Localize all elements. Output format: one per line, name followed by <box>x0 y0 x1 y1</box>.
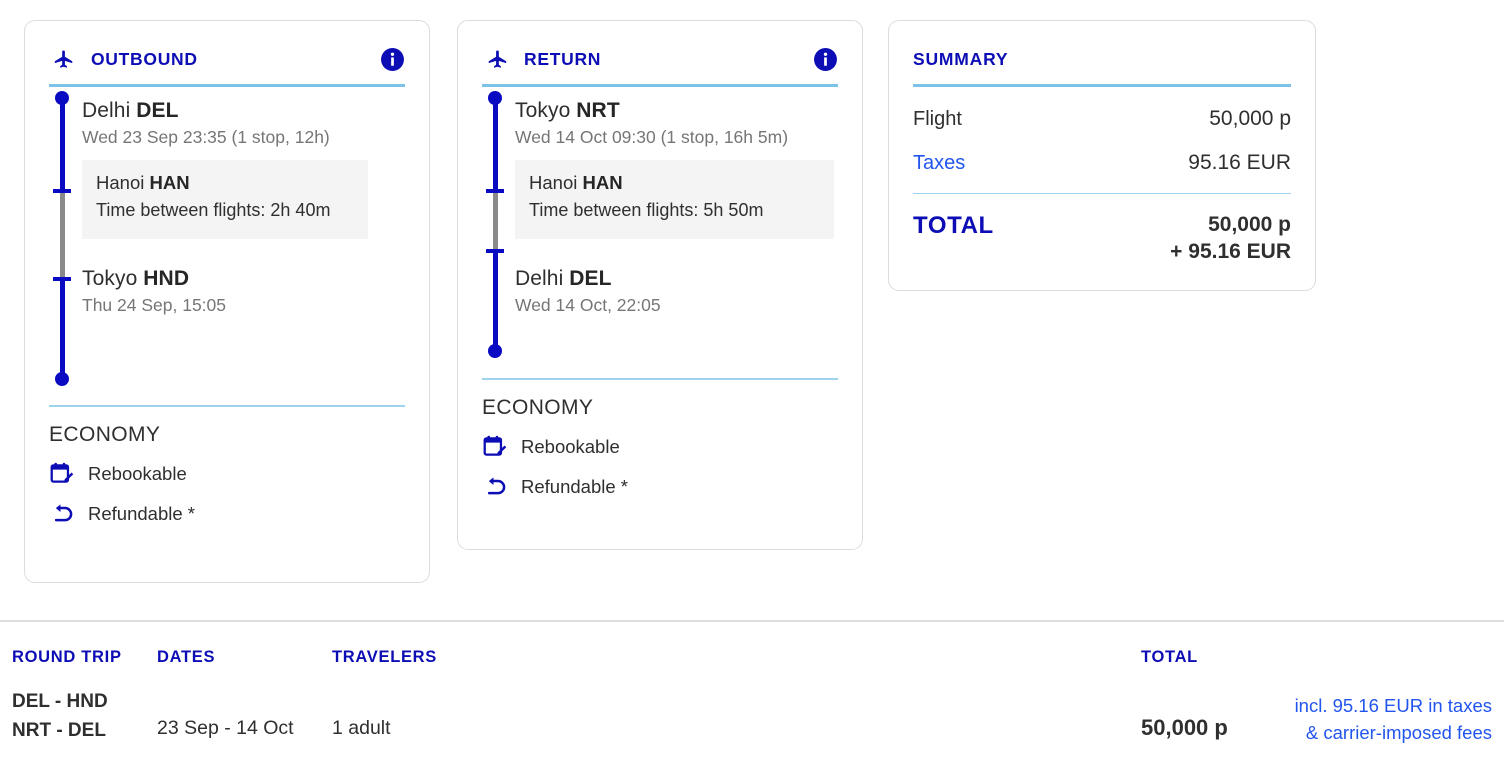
return-itinerary: Tokyo NRT Wed 14 Oct 09:30 (1 stop, 16h … <box>482 87 838 372</box>
bottom-trip-routes: DEL - HND NRT - DEL <box>12 688 122 745</box>
summary-total-label: TOTAL <box>913 212 994 239</box>
bottom-dates-column: DATES 23 Sep - 14 Oct <box>157 648 294 740</box>
summary-taxes-link[interactable]: Taxes <box>913 151 966 174</box>
timeline-tick-arrival <box>53 189 71 193</box>
summary-row-total: TOTAL 50,000 p + 95.16 EUR <box>913 212 1291 266</box>
outbound-layover: Hanoi HAN Time between flights: 2h 40m <box>82 160 368 239</box>
bottom-trip-type-column: ROUND TRIP DEL - HND NRT - DEL <box>12 648 122 745</box>
timeline-destination-dot <box>488 344 502 358</box>
outbound-layover-duration: Time between flights: 2h 40m <box>96 200 331 220</box>
return-header-divider <box>482 84 838 87</box>
timeline-tick-arrival <box>486 189 504 193</box>
outbound-itinerary: Delhi DEL Wed 23 Sep 23:35 (1 stop, 12h)… <box>49 87 405 399</box>
outbound-timeline <box>53 87 71 399</box>
return-title: RETURN <box>524 48 602 69</box>
return-departure-city: Tokyo NRT <box>515 99 620 122</box>
bottom-route-outbound: DEL - HND <box>12 691 108 712</box>
undo-arrow-icon <box>54 503 73 521</box>
timeline-segment-1 <box>59 96 65 191</box>
return-feature-rebookable-label: Rebookable <box>521 435 620 457</box>
outbound-arrival-time: Thu 24 Sep, 15:05 <box>82 294 226 315</box>
bottom-route-return: NRT - DEL <box>12 719 106 741</box>
airplane-left-icon <box>488 50 507 68</box>
return-feature-refundable: Refundable * <box>482 474 838 500</box>
calendar-edit-icon <box>483 435 507 456</box>
outbound-departure: Delhi DEL Wed 23 Sep 23:35 (1 stop, 12h) <box>82 93 405 148</box>
return-arrival: Delhi DEL Wed 14 Oct, 22:05 <box>515 239 838 316</box>
bottom-travelers-header: TRAVELERS <box>332 648 438 666</box>
bottom-travelers-value: 1 adult <box>332 717 391 739</box>
summary-total-points: 50,000 p <box>1208 213 1291 236</box>
summary-title: SUMMARY <box>913 49 1009 69</box>
outbound-departure-city: Delhi DEL <box>82 99 179 122</box>
info-circle-icon[interactable] <box>813 47 838 72</box>
timeline-segment-2 <box>59 281 65 377</box>
summary-header-divider <box>913 84 1291 87</box>
summary-flight-label: Flight <box>913 107 962 130</box>
outbound-title: OUTBOUND <box>91 48 198 69</box>
bottom-summary-bar: ROUND TRIP DEL - HND NRT - DEL DATES 23 … <box>0 622 1504 760</box>
return-card: RETURN <box>457 20 863 550</box>
return-departure: Tokyo NRT Wed 14 Oct 09:30 (1 stop, 16h … <box>515 93 838 148</box>
timeline-tick-departure <box>53 277 71 281</box>
summary-total-amounts: 50,000 p + 95.16 EUR <box>1170 212 1291 266</box>
bottom-bar-separator <box>0 620 1504 622</box>
summary-total-cash: + 95.16 EUR <box>1170 239 1291 263</box>
timeline-layover-bar <box>59 193 65 277</box>
itinerary-cards-row: OUTBOUND <box>0 20 1504 583</box>
info-circle-icon[interactable] <box>380 47 405 72</box>
summary-row-taxes: Taxes 95.16 EUR <box>913 151 1291 175</box>
return-layover-city: Hanoi HAN <box>529 172 623 193</box>
return-layover: Hanoi HAN Time between flights: 5h 50m <box>515 160 834 239</box>
return-cabin-class: ECONOMY <box>482 395 594 419</box>
bottom-trip-type-header: ROUND TRIP <box>12 648 122 666</box>
summary-taxes-value: 95.16 EUR <box>1188 150 1291 174</box>
outbound-footer-divider <box>49 405 405 407</box>
undo-arrow-icon <box>487 476 506 494</box>
outbound-header-divider <box>49 84 405 87</box>
bottom-tax-note[interactable]: incl. 95.16 EUR in taxes & carrier-impos… <box>1295 692 1492 747</box>
outbound-feature-rebookable: Rebookable <box>49 461 405 487</box>
return-arrival-time: Wed 14 Oct, 22:05 <box>515 294 661 315</box>
return-departure-time: Wed 14 Oct 09:30 (1 stop, 16h 5m) <box>515 127 789 147</box>
outbound-arrival: Tokyo HND Thu 24 Sep, 15:05 <box>82 239 405 316</box>
bottom-total-column: TOTAL 50,000 p <box>1141 648 1228 741</box>
return-feature-rebookable: Rebookable <box>482 434 838 460</box>
timeline-destination-dot <box>55 372 69 386</box>
outbound-layover-city: Hanoi HAN <box>96 172 190 193</box>
bottom-tax-note-line2: & carrier-imposed fees <box>1305 722 1492 744</box>
timeline-tick-departure <box>486 249 504 253</box>
return-timeline <box>486 87 504 372</box>
return-arrival-city: Delhi DEL <box>515 266 612 290</box>
summary-flight-value: 50,000 p <box>1209 106 1291 130</box>
timeline-segment-2 <box>492 253 498 349</box>
return-feature-refundable-label: Refundable * <box>521 475 628 497</box>
summary-row-flight: Flight 50,000 p <box>913 107 1291 131</box>
outbound-feature-refundable: Refundable * <box>49 501 405 527</box>
outbound-cabin-class: ECONOMY <box>49 422 161 446</box>
calendar-edit-icon <box>50 462 74 483</box>
bottom-travelers-column: TRAVELERS 1 adult <box>332 648 437 740</box>
return-card-header: RETURN <box>482 43 838 75</box>
outbound-feature-rebookable-label: Rebookable <box>88 462 187 484</box>
summary-card: SUMMARY Flight 50,000 p Taxes 95.16 EUR … <box>888 20 1316 291</box>
bottom-total-header: TOTAL <box>1141 648 1198 666</box>
return-layover-duration: Time between flights: 5h 50m <box>529 200 764 220</box>
outbound-feature-refundable-label: Refundable * <box>88 502 195 524</box>
outbound-card-header: OUTBOUND <box>49 43 405 75</box>
airplane-right-icon <box>54 50 73 68</box>
timeline-segment-1 <box>492 96 498 191</box>
bottom-tax-note-line1: incl. 95.16 EUR in taxes <box>1294 695 1492 716</box>
outbound-arrival-city: Tokyo HND <box>82 266 190 290</box>
summary-total-divider <box>913 192 1291 194</box>
timeline-layover-bar <box>492 193 498 249</box>
return-footer-divider <box>482 378 838 380</box>
bottom-dates-value: 23 Sep - 14 Oct <box>157 717 294 739</box>
outbound-card: OUTBOUND <box>24 20 430 583</box>
bottom-dates-header: DATES <box>157 648 216 666</box>
outbound-departure-time: Wed 23 Sep 23:35 (1 stop, 12h) <box>82 127 330 147</box>
bottom-total-value: 50,000 p <box>1141 715 1228 740</box>
